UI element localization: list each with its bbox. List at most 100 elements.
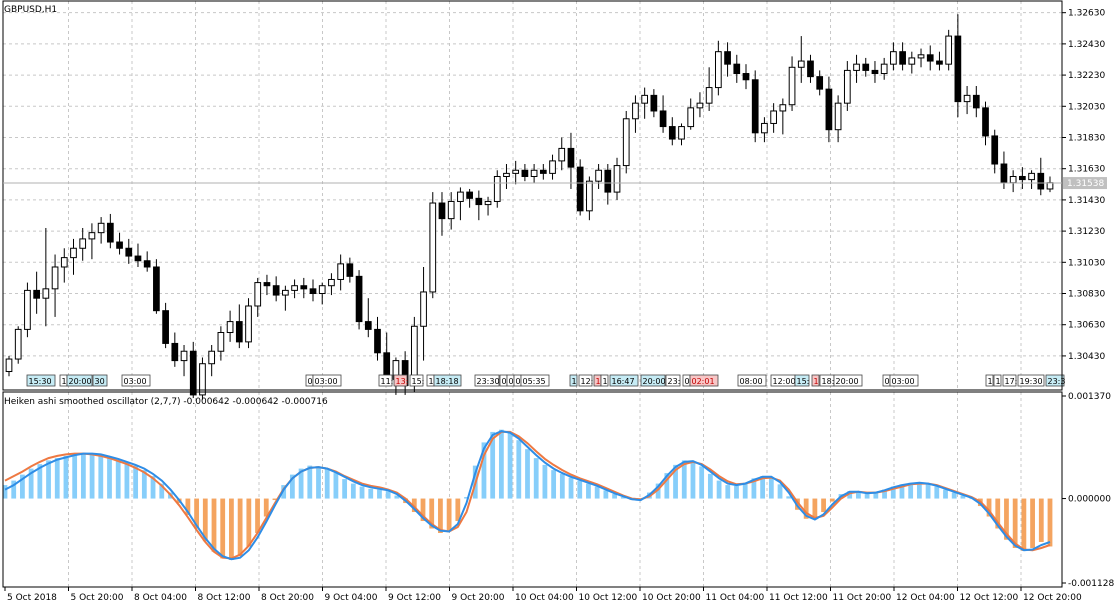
event-tag[interactable] [121,374,151,387]
candle [908,51,916,74]
candle [328,273,335,296]
candle-body-bull [687,107,695,128]
time-axis-label: 11 Oct 04:00 [706,593,765,603]
candle [245,298,252,349]
candle [346,257,354,283]
time-axis-label: 8 Oct 20:00 [261,593,314,603]
event-tag[interactable] [520,374,550,387]
histogram-bar-positive [159,483,165,499]
candle-body-bull [51,266,59,290]
histogram-bar-positive [385,491,391,499]
event-tag[interactable] [26,374,56,387]
event-tag[interactable] [600,374,609,387]
candle-body-bear [742,73,750,81]
histogram-bar-positive [72,453,78,499]
event-tag[interactable] [409,374,424,387]
candle-body-bear [272,285,280,296]
histogram-bar-positive [551,470,557,499]
event-tag[interactable] [433,374,462,387]
symbol-title: GBPUSD,H1 [4,5,57,15]
histogram-bar-positive [882,489,887,499]
candle [963,86,971,115]
histogram-bar-negative [420,498,426,522]
histogram-bar-positive [916,482,922,499]
event-tag[interactable] [640,374,666,387]
event-tag[interactable] [689,374,719,387]
candle [1028,170,1035,189]
histogram-bar-positive [333,473,339,499]
event-tag[interactable] [889,374,919,387]
time-axis-label: 5 Oct 20:00 [71,593,124,603]
candle-body-bull [843,69,851,104]
histogram-bar-positive [342,479,348,499]
candle-body-bull [853,63,860,71]
event-tag[interactable] [569,374,578,387]
histogram-bar-positive [133,465,139,499]
event-tag[interactable] [578,374,593,387]
event-tag[interactable] [794,374,810,387]
histogram-bar-positive [960,495,966,499]
candle [208,344,216,377]
histogram-bar-negative [1012,498,1018,548]
indicator-axis-label: -0.001128 [1068,579,1114,589]
event-tag[interactable] [985,374,994,387]
event-tag[interactable] [393,374,408,387]
candle-body-bull [42,288,50,299]
time-axis-label: 10 Oct 20:00 [642,593,701,603]
event-tag-label: 20:00 [643,377,666,386]
histogram-bar-positive [394,495,400,499]
histogram-bar-positive [115,459,121,499]
event-tag[interactable] [1002,374,1017,387]
event-tag[interactable] [1045,374,1065,387]
candle-body-bull [503,172,510,177]
event-tag-label: 1 [572,377,577,386]
candle-body-bull [180,350,188,362]
event-tag[interactable] [665,374,681,387]
indicator-title: Heiken ashi smoothed oscillator (2,7,7) … [4,397,328,407]
candle [862,57,870,77]
event-tag[interactable] [737,374,767,387]
signal-line [4,430,1051,561]
candle-body-bear [189,350,197,396]
candle [926,45,934,71]
candle [429,192,437,299]
candle-body-bear [106,222,114,243]
price-axis-label: 1.31630 [1068,165,1105,175]
event-tag-label: 12: [581,377,594,386]
candle-body-bull [447,200,455,220]
candle-body-bull [1028,172,1035,181]
main-panel-frame [2,0,1063,391]
candle-body-bear [346,263,354,277]
histogram-bar-negative [263,498,269,517]
event-tag[interactable] [609,374,639,387]
price-axis-label: 1.31030 [1068,258,1105,268]
event-tag[interactable] [312,374,342,387]
histogram-bar-negative [429,498,435,529]
histogram-bar-positive [498,429,504,499]
histogram-bar-positive [690,461,696,499]
histogram-bar-positive [281,485,287,499]
event-tag[interactable] [1017,374,1045,387]
time-axis-label: 12 Oct 12:00 [960,593,1019,603]
event-tag[interactable] [66,374,93,387]
histogram-bar-negative [411,498,417,513]
event-tag[interactable] [378,374,393,387]
histogram-bar-negative [185,498,191,516]
event-tag-label: 13: [396,377,409,386]
event-tag[interactable] [474,374,500,387]
histogram-bar-negative [1021,498,1027,551]
candle-body-bull [88,232,96,240]
event-tag[interactable] [833,374,863,387]
candle-body-bear [825,88,833,131]
event-tag-label: 30 [95,377,105,386]
histogram-bar-negative [202,498,208,542]
histogram-bar-positive [516,440,522,499]
event-tag[interactable] [811,374,820,387]
histogram-bar-positive [777,484,783,499]
event-tag[interactable] [993,374,1002,387]
histogram-bar-positive [525,449,530,499]
event-tag[interactable] [92,374,108,387]
histogram-bar-positive [350,483,356,499]
